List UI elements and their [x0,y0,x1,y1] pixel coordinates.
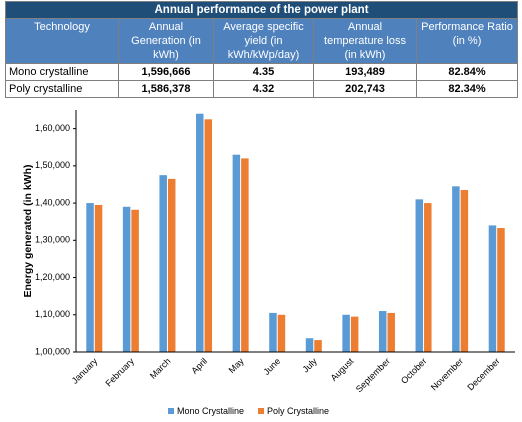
x-tick-label: December [465,356,501,392]
column-header: Annual Generation (in kWh) [118,18,214,64]
legend-label: Mono Crystalline [177,406,244,416]
table-cell: 82.34% [415,80,519,98]
table-cell: 1,586,378 [118,80,214,98]
bar [314,340,322,352]
x-tick-label: September [354,356,392,394]
x-tick-label: January [70,356,100,386]
x-tick-label: August [329,356,356,383]
performance-table: Annual performance of the power plant Te… [4,1,519,98]
bar [305,338,314,352]
y-tick-label: 1,50,000 [35,160,70,170]
table-row: Poly crystalline 1,586,378 4.32 202,743 82.3… [5,80,519,98]
legend-swatch [258,408,265,414]
bar [378,311,387,352]
bar [131,209,139,352]
column-header: Average specific yield (in kWh/kWp/day) [213,18,314,64]
bar [387,312,395,352]
bar [196,113,204,352]
bar [86,203,94,352]
bar [232,154,241,352]
y-axis-label: Energy generated (in kWh) [22,164,34,297]
x-tick-label: October [399,356,429,386]
bar [452,186,460,352]
table-cell: Poly crystalline [5,80,119,98]
bar [241,158,249,352]
x-tick-label: June [261,356,282,377]
x-tick-label: May [227,356,246,375]
bar [167,178,176,352]
bar [460,190,469,352]
column-header: Performance Ratio (in %) [415,18,519,64]
bar [269,312,277,352]
bar [122,206,131,352]
x-tick-label: November [429,356,465,392]
bar [159,175,167,352]
table-cell: 4.32 [213,80,314,98]
y-tick-label: 1,10,000 [35,309,70,319]
table-row: Mono crystalline 1,596,666 4.35 193,489 82.8… [5,63,519,81]
x-tick-label: April [189,356,209,376]
header-row: Technology Annual Generation (in kWh) Aver… [5,18,519,64]
y-tick-label: 1,60,000 [35,123,70,133]
bar [342,314,350,352]
bar [424,203,432,352]
bar [204,119,213,352]
column-header: Annual temperature loss (in kWh) [313,18,417,64]
x-tick-label: July [300,356,319,375]
bar [94,204,103,352]
legend-swatch [168,408,174,414]
bar [350,316,359,352]
y-tick-label: 1,30,000 [35,235,70,245]
bar [277,314,286,352]
bar [488,225,497,352]
table-title: Annual performance of the power plant [4,1,519,19]
table-cell: 202,743 [313,80,417,98]
y-tick-label: 1,20,000 [35,272,70,282]
y-tick-label: 1,40,000 [35,197,70,207]
bar [415,199,424,352]
y-tick-label: 1,00,000 [35,346,70,356]
bar [497,228,505,352]
x-tick-label: February [103,356,136,389]
x-tick-label: March [148,356,173,381]
legend-label: Poly Crystalline [267,406,329,416]
